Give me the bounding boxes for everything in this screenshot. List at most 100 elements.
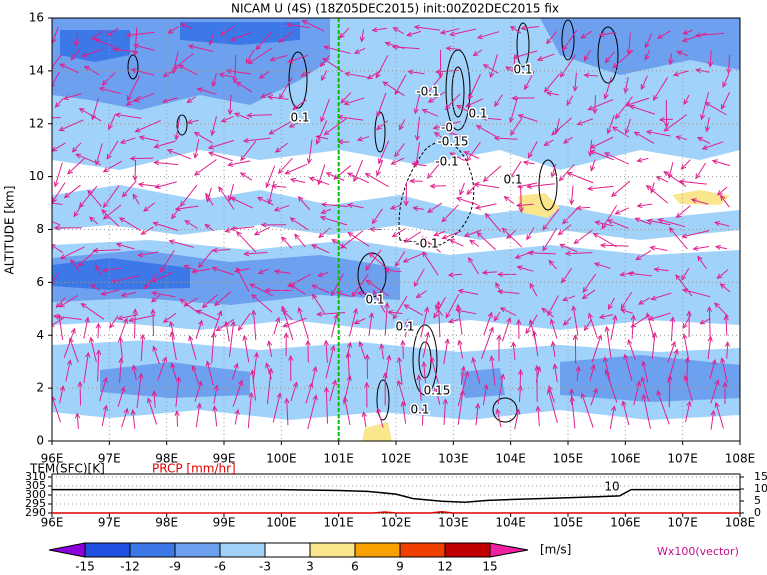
wind-vector-head [110, 278, 117, 284]
y-tick-label: 295 [25, 497, 46, 510]
wind-vector-head [402, 257, 409, 263]
wind-vector [620, 309, 634, 314]
wind-vector-head [218, 72, 225, 78]
wind-vector [590, 159, 596, 171]
wind-vector-head [720, 357, 726, 364]
wind-vector [458, 340, 464, 359]
wind-vector [606, 326, 612, 359]
wind-vector [460, 366, 465, 385]
wind-vector [446, 47, 461, 50]
wind-vector [421, 409, 424, 426]
wind-vector-head [716, 190, 723, 196]
wind-vector [725, 315, 728, 336]
wind-vector [344, 397, 351, 426]
wind-vector-head [649, 245, 656, 251]
wind-vector-head [580, 392, 586, 399]
wind-vector-head [563, 138, 569, 144]
wind-vector-head [342, 396, 348, 403]
wind-vector [404, 231, 422, 243]
wind-vector [312, 284, 330, 294]
wind-vector [594, 262, 611, 269]
wind-vector-head [121, 191, 128, 198]
wind-vector-head [433, 231, 440, 237]
wind-vector-head [636, 157, 643, 163]
wind-vector-head [320, 75, 326, 82]
wind-vector-head [646, 218, 653, 224]
wind-vector [457, 371, 469, 407]
wind-vector-head [297, 195, 304, 202]
wind-vector-head [562, 218, 568, 225]
contour-label: 0.1 [290, 111, 309, 125]
wind-vector-head [55, 302, 62, 309]
wind-vector-head [212, 405, 218, 412]
wind-vector [321, 208, 332, 214]
wind-vector-head [495, 408, 501, 415]
wind-vector [366, 280, 390, 297]
x-tick-label: 102E [381, 452, 412, 466]
contour [127, 54, 139, 80]
wind-vector [523, 161, 535, 165]
wind-vector-head [630, 314, 636, 321]
wind-vector-head [179, 201, 186, 207]
wind-vector [363, 412, 367, 428]
wind-vector-head [188, 335, 194, 342]
colorbar-box [399, 542, 446, 558]
wind-vector [477, 31, 500, 39]
colorbar-unit: [m/s] [540, 543, 571, 557]
wind-vector-head [587, 185, 594, 192]
wind-vector-head [102, 202, 109, 209]
wind-vector [330, 314, 338, 338]
x-tick-label: 105E [553, 452, 584, 466]
wind-vector-head [601, 223, 607, 230]
wind-vector [510, 118, 522, 136]
wind-vector-head [171, 213, 177, 220]
wind-vector-head [115, 242, 122, 248]
wind-vector-head [695, 67, 702, 74]
wind-vector-head [102, 167, 109, 173]
wind-vector [257, 197, 274, 206]
wind-vector [52, 117, 61, 119]
wind-vector [599, 314, 614, 319]
wind-vector-head [122, 317, 128, 324]
wind-vector [624, 354, 633, 382]
wind-vector-head [140, 229, 147, 235]
wind-vector [588, 185, 614, 190]
wind-vector [138, 183, 159, 187]
wind-vector [572, 306, 579, 336]
wind-vector [509, 96, 519, 123]
wind-vector-head [74, 412, 81, 419]
wind-vector-head [73, 211, 79, 218]
wind-vector [591, 335, 602, 363]
wind-vector-head [319, 215, 326, 221]
wind-vector [132, 410, 136, 429]
wind-vector [376, 92, 387, 117]
wind-vector [63, 93, 82, 100]
contour-label: 0.1 [468, 107, 487, 121]
wind-vector [252, 310, 257, 341]
wind-vector-head [524, 84, 529, 91]
wind-vector [330, 273, 344, 296]
wind-vector-head [282, 322, 289, 328]
wind-vector [287, 54, 309, 63]
y-tick-label: 8 [36, 222, 44, 236]
wind-vector-head [413, 108, 419, 115]
wind-vector-head [392, 313, 398, 320]
wind-vector-head [311, 284, 318, 290]
wind-vector-head [704, 126, 711, 133]
wind-vector-head [269, 56, 276, 62]
wind-vector-head [301, 20, 308, 25]
wind-vector [106, 140, 119, 160]
wind-vector [93, 249, 121, 252]
wind-vector [243, 137, 271, 142]
wind-vector-head [561, 277, 567, 284]
wind-vector [219, 73, 236, 78]
wind-vector [546, 92, 559, 96]
wind-vector [657, 390, 670, 425]
wind-vector [667, 341, 676, 364]
wind-vector [433, 121, 461, 129]
wind-vector [416, 290, 427, 299]
wind-vector [87, 190, 103, 208]
wind-vector [482, 117, 502, 121]
wind-vector-head [559, 71, 566, 78]
wind-vector [414, 26, 440, 31]
